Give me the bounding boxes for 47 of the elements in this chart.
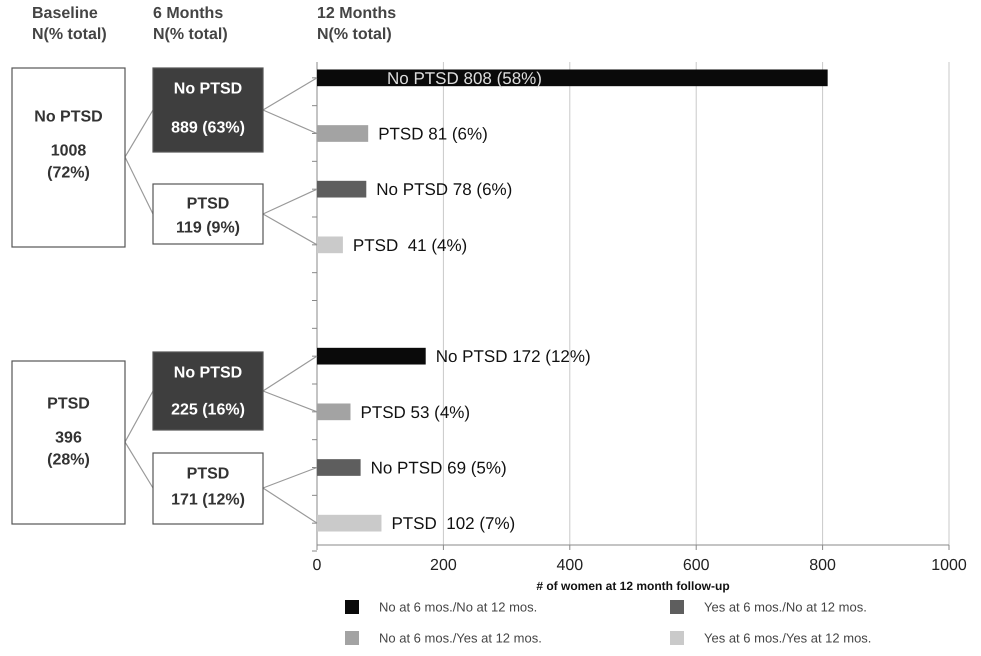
text: 12 Months — [317, 5, 396, 22]
data-label: PTSD 53 (4%) — [360, 402, 470, 422]
data-label: PTSD 102 (7%) — [391, 514, 516, 534]
text: (28%) — [47, 452, 90, 469]
data-label: No PTSD 78 (6%) — [376, 180, 512, 200]
x-tick-label: 0 — [312, 557, 322, 574]
text: 6 Months — [153, 5, 224, 22]
legend-label: No at 6 mos./No at 12 mos. — [379, 600, 538, 615]
x-tick-label: 1000 — [931, 557, 967, 574]
legend-label: No at 6 mos./Yes at 12 mos. — [379, 630, 542, 646]
x-tick-label: 200 — [430, 557, 457, 574]
data-label: No PTSD 69 (5%) — [370, 458, 507, 478]
text: No PTSD — [174, 80, 242, 98]
bar — [317, 125, 368, 142]
text: 396 — [55, 430, 82, 447]
bar — [317, 514, 382, 532]
text: N(% total) — [153, 26, 228, 43]
bar — [317, 69, 828, 86]
x-axis-title: # of women at 12 month follow-up — [536, 579, 730, 593]
text: PTSD — [47, 396, 90, 413]
text: (72%) — [47, 164, 90, 182]
bar — [317, 459, 361, 476]
x-tick-label: 400 — [556, 557, 584, 574]
x-tick-label: 600 — [682, 557, 710, 574]
text: N(% total) — [317, 26, 392, 43]
text: No PTSD — [174, 364, 242, 382]
bar — [317, 180, 366, 198]
data-label: No PTSD 808 (58%) — [387, 68, 542, 88]
text: 889 (63%) — [171, 120, 245, 137]
legend-label: Yes at 6 mos./Yes at 12 mos. — [704, 630, 872, 646]
text: PTSD — [186, 466, 230, 483]
data-label: PTSD 81 (6%) — [378, 124, 488, 144]
text: PTSD — [186, 196, 230, 213]
data-label: PTSD 41 (4%) — [352, 236, 468, 255]
bar — [317, 403, 350, 420]
text: 225 (16%) — [171, 402, 245, 419]
text: 1008 — [50, 142, 86, 160]
bar — [317, 348, 426, 365]
text: 119 (9%) — [176, 220, 240, 237]
bar — [317, 236, 343, 254]
text: No PTSD — [34, 108, 103, 126]
text: N(% total) — [32, 26, 107, 43]
data-label: No PTSD 172 (12%) — [436, 347, 591, 366]
legend-label: Yes at 6 mos./No at 12 mos. — [704, 600, 867, 615]
text: 171 (12%) — [171, 492, 245, 509]
text: Baseline — [32, 5, 98, 22]
x-tick-label: 800 — [809, 557, 836, 574]
